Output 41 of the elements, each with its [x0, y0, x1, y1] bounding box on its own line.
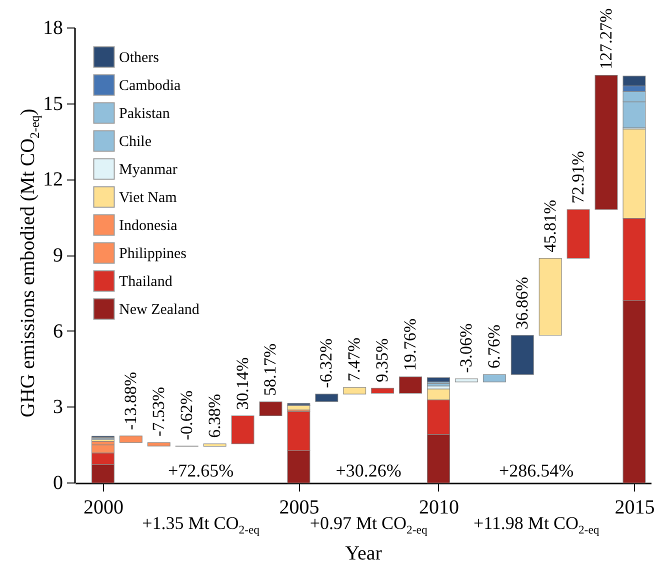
x-axis-title: Year — [345, 542, 382, 564]
y-tick-label: 9 — [53, 244, 63, 266]
annotation: -6.32% — [316, 338, 336, 388]
legend-label: Viet Nam — [119, 190, 178, 206]
text: +1.35 Mt CO$_{2-eq}$ — [142, 513, 260, 537]
legend-label: Thailand — [119, 274, 173, 290]
annotation: -0.62% — [176, 390, 196, 440]
annotation: 9.35% — [372, 338, 392, 382]
y-tick-label: 12 — [43, 168, 63, 191]
legend-label: Indonesia — [119, 218, 178, 234]
legend-label: Chile — [119, 134, 152, 150]
legend-label: Cambodia — [119, 78, 181, 94]
y-tick-label: 0 — [53, 472, 63, 494]
annotation: 6.76% — [484, 324, 504, 369]
x-tick-label: 2000 — [83, 496, 124, 518]
annotation: -3.06% — [456, 323, 476, 373]
y-tick-label: 15 — [43, 92, 63, 115]
legend-label: New Zealand — [119, 302, 200, 318]
legend-label: Others — [119, 50, 160, 66]
annotation: 72.91% — [568, 151, 588, 204]
annotation: 19.76% — [400, 318, 420, 371]
y-tick-label: 18 — [43, 17, 63, 39]
annotation: 7.47% — [344, 338, 364, 382]
annotation: -13.88% — [120, 372, 140, 430]
legend-label: Philippines — [119, 246, 187, 262]
annotation: 58.17% — [260, 343, 280, 396]
annotation: 127.27% — [596, 8, 616, 70]
annotation: 45.81% — [540, 200, 560, 252]
legend-label: Myanmar — [119, 162, 178, 178]
legend-label: Pakistan — [119, 106, 170, 122]
y-tick-label: 3 — [53, 396, 63, 418]
annotation: +286.54% — [499, 460, 574, 482]
annotation: -7.53% — [148, 386, 168, 437]
annotation: +72.65% — [168, 460, 234, 482]
annotation: 6.38% — [204, 394, 224, 438]
annotation: 36.86% — [512, 276, 532, 330]
annotation: 30.14% — [232, 357, 252, 410]
annotation: +30.26% — [336, 460, 402, 482]
x-tick-label: 2015 — [614, 496, 655, 518]
y-tick-label: 6 — [53, 320, 63, 342]
text: +11.98 Mt CO$_{2-eq}$ — [473, 513, 600, 537]
